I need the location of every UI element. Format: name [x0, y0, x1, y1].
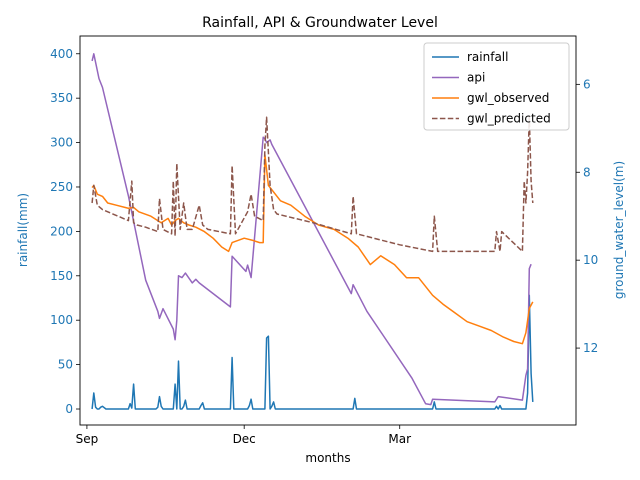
- y-axis-left: 0 50 100 150 200 250 300 350 400: [50, 47, 80, 416]
- legend-label: gwl_predicted: [467, 112, 551, 126]
- y-axis-left-label: rainfall(mm): [16, 193, 30, 267]
- y-axis-right: 6 8 10 12: [576, 77, 598, 355]
- x-tick-label: Sep: [76, 432, 99, 446]
- y-right-tick-label: 10: [583, 253, 598, 267]
- y-left-tick-label: 400: [50, 47, 73, 61]
- y-left-tick-label: 50: [58, 358, 73, 372]
- plot-area: [91, 53, 534, 410]
- legend: rainfall api gwl_observed gwl_predicted: [423, 42, 570, 131]
- x-tick-label: Dec: [233, 432, 256, 446]
- y-left-tick-label: 200: [50, 224, 73, 238]
- y-right-tick-label: 12: [583, 341, 598, 355]
- y-right-tick-label: 6: [583, 77, 591, 91]
- y-axis-right-label: ground_water_level(m): [612, 161, 626, 299]
- series-line-gwl-observed: [91, 153, 534, 345]
- legend-label: gwl_observed: [467, 91, 549, 105]
- plot-frame: [79, 35, 577, 426]
- series-line-rainfall: [91, 294, 534, 410]
- legend-label: rainfall: [467, 50, 508, 64]
- y-left-tick-label: 300: [50, 136, 73, 150]
- legend-label: api: [467, 71, 485, 85]
- x-axis: Sep Dec Mar: [76, 425, 411, 446]
- series-line-gwl-predicted: [91, 116, 534, 253]
- x-tick-label: Mar: [388, 432, 411, 446]
- legend-frame: [423, 42, 570, 131]
- y-right-tick-label: 8: [583, 165, 591, 179]
- y-left-tick-label: 150: [50, 269, 73, 283]
- chart-title: Rainfall, API & Groundwater Level: [202, 15, 438, 31]
- y-left-tick-label: 0: [65, 402, 73, 416]
- y-left-tick-label: 100: [50, 313, 73, 327]
- y-left-tick-label: 350: [50, 91, 73, 105]
- series-layer: [91, 53, 534, 410]
- series-line-api: [91, 53, 532, 406]
- y-left-tick-label: 250: [50, 180, 73, 194]
- x-axis-label: months: [305, 451, 350, 465]
